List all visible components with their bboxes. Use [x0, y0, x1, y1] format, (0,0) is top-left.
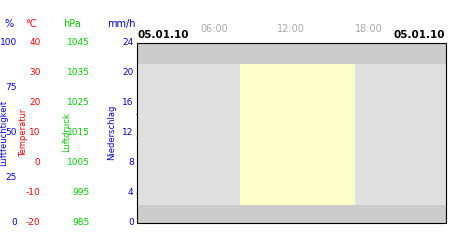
Text: 1015: 1015 — [67, 128, 90, 137]
Text: -20: -20 — [26, 218, 40, 227]
Text: 20: 20 — [29, 98, 40, 107]
Text: 0: 0 — [11, 218, 17, 227]
Text: 24: 24 — [122, 38, 134, 47]
Text: 1025: 1025 — [67, 98, 90, 107]
Text: 16: 16 — [122, 98, 134, 107]
Text: Temperatur: Temperatur — [19, 108, 28, 157]
Text: Luftdruck: Luftdruck — [62, 112, 71, 152]
Text: 4: 4 — [128, 188, 134, 197]
Text: Luftfeuchtigkeit: Luftfeuchtigkeit — [0, 100, 8, 166]
Text: 1035: 1035 — [67, 68, 90, 77]
Text: 1005: 1005 — [67, 158, 90, 167]
Text: 75: 75 — [5, 83, 17, 92]
Text: %: % — [4, 19, 13, 29]
Text: Niederschlag: Niederschlag — [107, 105, 116, 160]
Text: 18:00: 18:00 — [355, 24, 382, 34]
Text: 985: 985 — [73, 218, 90, 227]
Text: mm/h: mm/h — [107, 19, 136, 29]
Text: 50: 50 — [5, 128, 17, 137]
Text: 20: 20 — [122, 68, 134, 77]
Text: 05.01.10: 05.01.10 — [394, 30, 446, 40]
Text: hPa: hPa — [63, 19, 81, 29]
Text: 12: 12 — [122, 128, 134, 137]
Text: 0: 0 — [35, 158, 40, 167]
Text: 40: 40 — [29, 38, 40, 47]
Text: Erstellt: 19.01.2012 11:02: Erstellt: 19.01.2012 11:02 — [212, 212, 321, 221]
Text: 05.01.10: 05.01.10 — [137, 30, 189, 40]
Text: 12:00: 12:00 — [278, 24, 305, 34]
Text: 0: 0 — [128, 218, 134, 227]
Text: °C: °C — [25, 19, 36, 29]
Text: -10: -10 — [26, 188, 40, 197]
Text: 30: 30 — [29, 68, 40, 77]
Text: 995: 995 — [73, 188, 90, 197]
Text: 06:00: 06:00 — [200, 24, 228, 34]
Text: 8: 8 — [128, 158, 134, 167]
Text: 10: 10 — [29, 128, 40, 137]
Text: 1045: 1045 — [67, 38, 90, 47]
Text: 100: 100 — [0, 38, 17, 47]
Text: 25: 25 — [6, 173, 17, 182]
